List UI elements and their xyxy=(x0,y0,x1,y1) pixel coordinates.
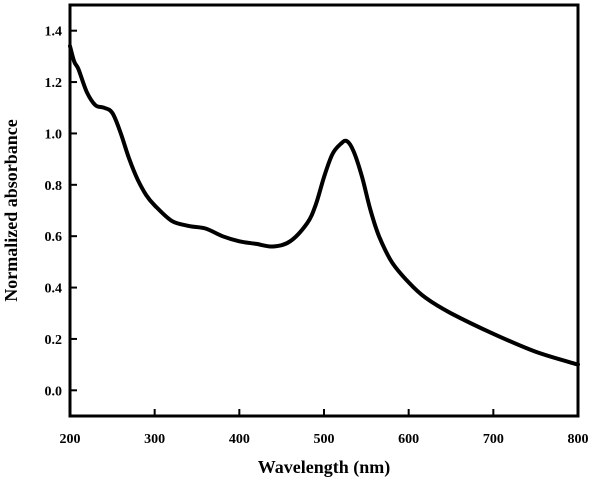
y-tick-label: 1.2 xyxy=(45,76,63,91)
x-tick-label: 500 xyxy=(314,432,335,447)
y-tick-label: 0.4 xyxy=(45,282,63,297)
x-tick-label: 700 xyxy=(483,432,504,447)
x-tick-label: 300 xyxy=(144,432,165,447)
x-tick-label: 600 xyxy=(398,432,419,447)
x-tick-label: 800 xyxy=(568,432,589,447)
plot-area-frame xyxy=(68,3,580,418)
y-axis-title: Normalized absorbance xyxy=(1,119,21,301)
y-axis-ticks: 0.0 0.2 0.4 0.6 0.8 1.0 1.2 1.4 xyxy=(45,25,77,399)
x-axis-title: Wavelength (nm) xyxy=(258,457,391,478)
x-tick-label: 400 xyxy=(229,432,250,447)
y-tick-label: 0.8 xyxy=(45,179,63,194)
x-axis-ticks: 200 300 400 500 600 700 800 xyxy=(60,409,589,447)
y-tick-label: 0.2 xyxy=(45,333,63,348)
x-tick-label: 200 xyxy=(60,432,81,447)
y-tick-label: 1.4 xyxy=(45,25,63,40)
absorbance-curve xyxy=(68,44,580,367)
y-tick-label: 0.6 xyxy=(45,230,63,245)
y-tick-label: 1.0 xyxy=(45,127,63,142)
y-tick-label: 0.0 xyxy=(45,384,63,399)
